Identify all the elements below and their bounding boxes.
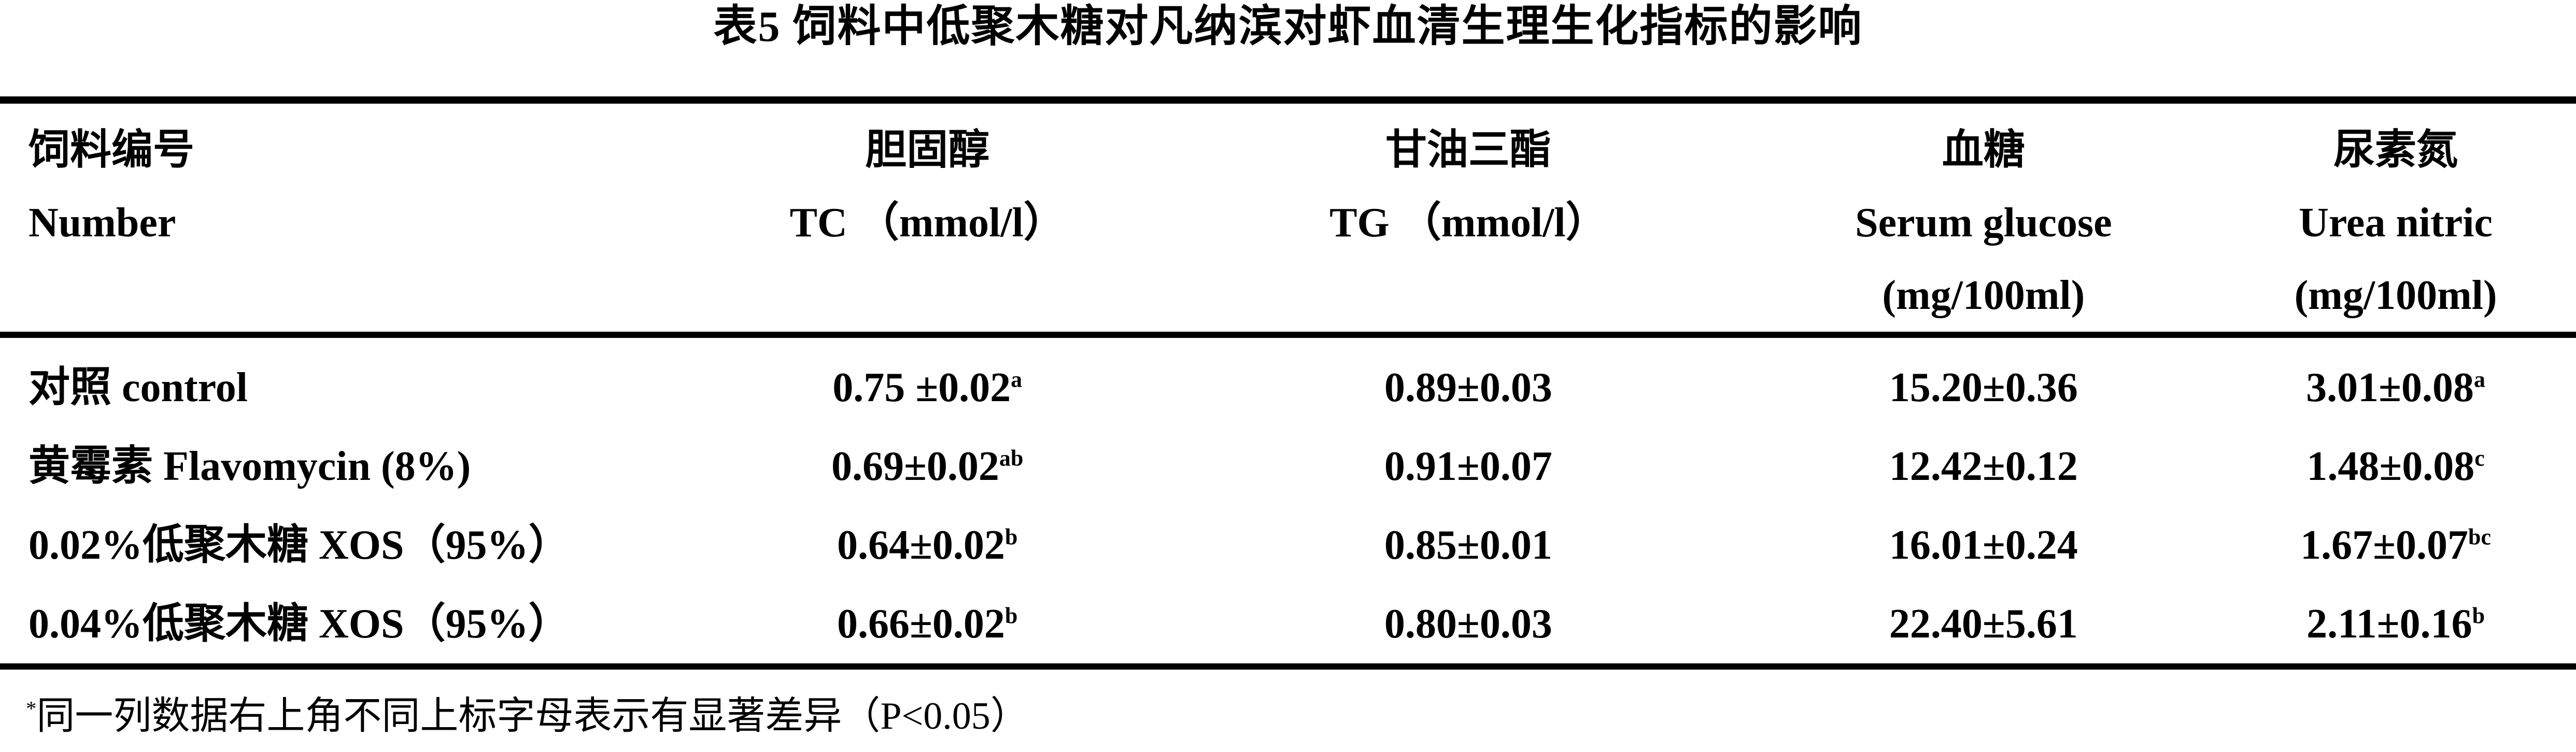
header-cell-tg: 甘油三酯 TG （mmol/l） — [1185, 114, 1751, 332]
row3-urea-cell: 1.67±0.07bc — [2215, 506, 2576, 585]
row4-urea-cell: 2.11±0.16b — [2215, 585, 2576, 663]
table-rule-header-separator — [0, 332, 2576, 338]
row3-feed-cell: 0.02%低聚木糖 XOS（95%） — [29, 522, 570, 568]
table-rule-bottom — [0, 663, 2576, 670]
row4-tg-cell: 0.80±0.03 — [1185, 585, 1751, 663]
header-cell-glucose: 血糖 Serum glucose (mg/100ml) — [1752, 114, 2216, 332]
header-glucose-unit: (mg/100ml) — [1882, 273, 2085, 318]
row2-feed-cell: 黄霉素 Flavomycin (8%) — [29, 444, 471, 489]
row3-tc-superscript: b — [1004, 524, 1018, 550]
row3-tg-value: 0.85±0.01 — [1384, 522, 1552, 568]
row3-tc-cell: 0.64±0.02b — [670, 506, 1185, 585]
row3-glucose-cell: 16.01±0.24 — [1752, 506, 2216, 585]
row2-tc-superscript: ab — [999, 445, 1024, 471]
footnote-marker: * — [26, 697, 37, 720]
table-title: 表5 饲料中低聚木糖对凡纳滨对虾血清生理生化指标的影响 — [713, 3, 1863, 51]
row1-tg-value: 0.89±0.03 — [1384, 365, 1552, 410]
row2-glucose-value: 12.42±0.12 — [1889, 444, 2078, 489]
footnote: *同一列数据右上角不同上标字母表示有显著差异（P<0.05） — [0, 670, 2576, 740]
header-tc-unit — [670, 259, 1185, 332]
row4-glucose-cell: 22.40±5.61 — [1752, 585, 2216, 663]
table-rule-top — [0, 96, 2576, 104]
header-tg-zh: 甘油三酯 — [1385, 127, 1551, 173]
row4-urea-value: 2.11±0.16 — [2306, 601, 2472, 647]
header-tg-en: TG （mmol/l） — [1329, 200, 1607, 246]
row2-tg-value: 0.91±0.07 — [1384, 444, 1552, 489]
header-feed-zh: 饲料编号 — [29, 127, 194, 173]
row2-tc-cell: 0.69±0.02ab — [670, 427, 1185, 506]
row4-feed-cell: 0.04%低聚木糖 XOS（95%） — [29, 601, 570, 647]
row1-tg-cell: 0.89±0.03 — [1185, 348, 1751, 427]
row2-urea-value: 1.48±0.08 — [2306, 444, 2475, 489]
header-feed-en: Number — [29, 200, 176, 246]
row1-feed-cell: 对照 control — [29, 365, 248, 410]
row4-tc-value: 0.66±0.02 — [837, 601, 1005, 647]
header-urea-zh: 尿素氮 — [2333, 127, 2458, 173]
row1-tc-cell: 0.75 ±0.02a — [670, 348, 1185, 427]
row2-urea-cell: 1.48±0.08c — [2215, 427, 2576, 506]
header-tg-unit — [1185, 259, 1751, 332]
table-body: 对照 control 0.75 ±0.02a 0.89±0.03 15.20±0… — [0, 338, 2576, 663]
row3-urea-value: 1.67±0.07 — [2300, 522, 2469, 568]
row1-glucose-value: 15.20±0.36 — [1889, 365, 2078, 410]
row2-urea-superscript: c — [2474, 445, 2485, 471]
row2-glucose-cell: 12.42±0.12 — [1752, 427, 2216, 506]
row2-tc-value: 0.69±0.02 — [831, 444, 999, 489]
header-cell-urea: 尿素氮 Urea nitric (mg/100ml) — [2215, 114, 2576, 332]
header-glucose-en: Serum glucose — [1855, 200, 2112, 246]
table-header: 饲料编号 Number 胆固醇 TC （mmol/l） 甘油三酯 TG （mmo… — [0, 104, 2576, 332]
row4-tc-superscript: b — [1004, 603, 1018, 629]
row3-tc-value: 0.64±0.02 — [837, 522, 1005, 568]
header-feed-unit — [29, 259, 670, 332]
row3-urea-superscript: bc — [2468, 524, 2492, 550]
header-urea-unit: (mg/100ml) — [2294, 273, 2497, 318]
row3-tg-cell: 0.85±0.01 — [1185, 506, 1751, 585]
header-cell-tc: 胆固醇 TC （mmol/l） — [670, 114, 1185, 332]
row1-urea-cell: 3.01±0.08a — [2215, 348, 2576, 427]
row1-tc-value: 0.75 ±0.02 — [832, 365, 1011, 410]
row1-glucose-cell: 15.20±0.36 — [1752, 348, 2216, 427]
header-tc-zh: 胆固醇 — [865, 127, 990, 173]
header-urea-en: Urea nitric — [2299, 200, 2493, 246]
row1-tc-superscript: a — [1011, 366, 1023, 392]
footnote-text: 同一列数据右上角不同上标字母表示有显著差异（P<0.05） — [36, 695, 1029, 737]
row4-urea-superscript: b — [2472, 603, 2485, 629]
header-tc-en: TC （mmol/l） — [789, 200, 1065, 246]
header-glucose-zh: 血糖 — [1942, 127, 2025, 173]
row1-urea-value: 3.01±0.08 — [2306, 365, 2474, 410]
row1-urea-superscript: a — [2474, 366, 2486, 392]
row4-glucose-value: 22.40±5.61 — [1889, 601, 2078, 647]
row3-glucose-value: 16.01±0.24 — [1889, 522, 2078, 568]
row2-tg-cell: 0.91±0.07 — [1185, 427, 1751, 506]
header-cell-feed: 饲料编号 Number — [0, 114, 670, 332]
row4-tc-cell: 0.66±0.02b — [670, 585, 1185, 663]
row4-tg-value: 0.80±0.03 — [1384, 601, 1552, 647]
